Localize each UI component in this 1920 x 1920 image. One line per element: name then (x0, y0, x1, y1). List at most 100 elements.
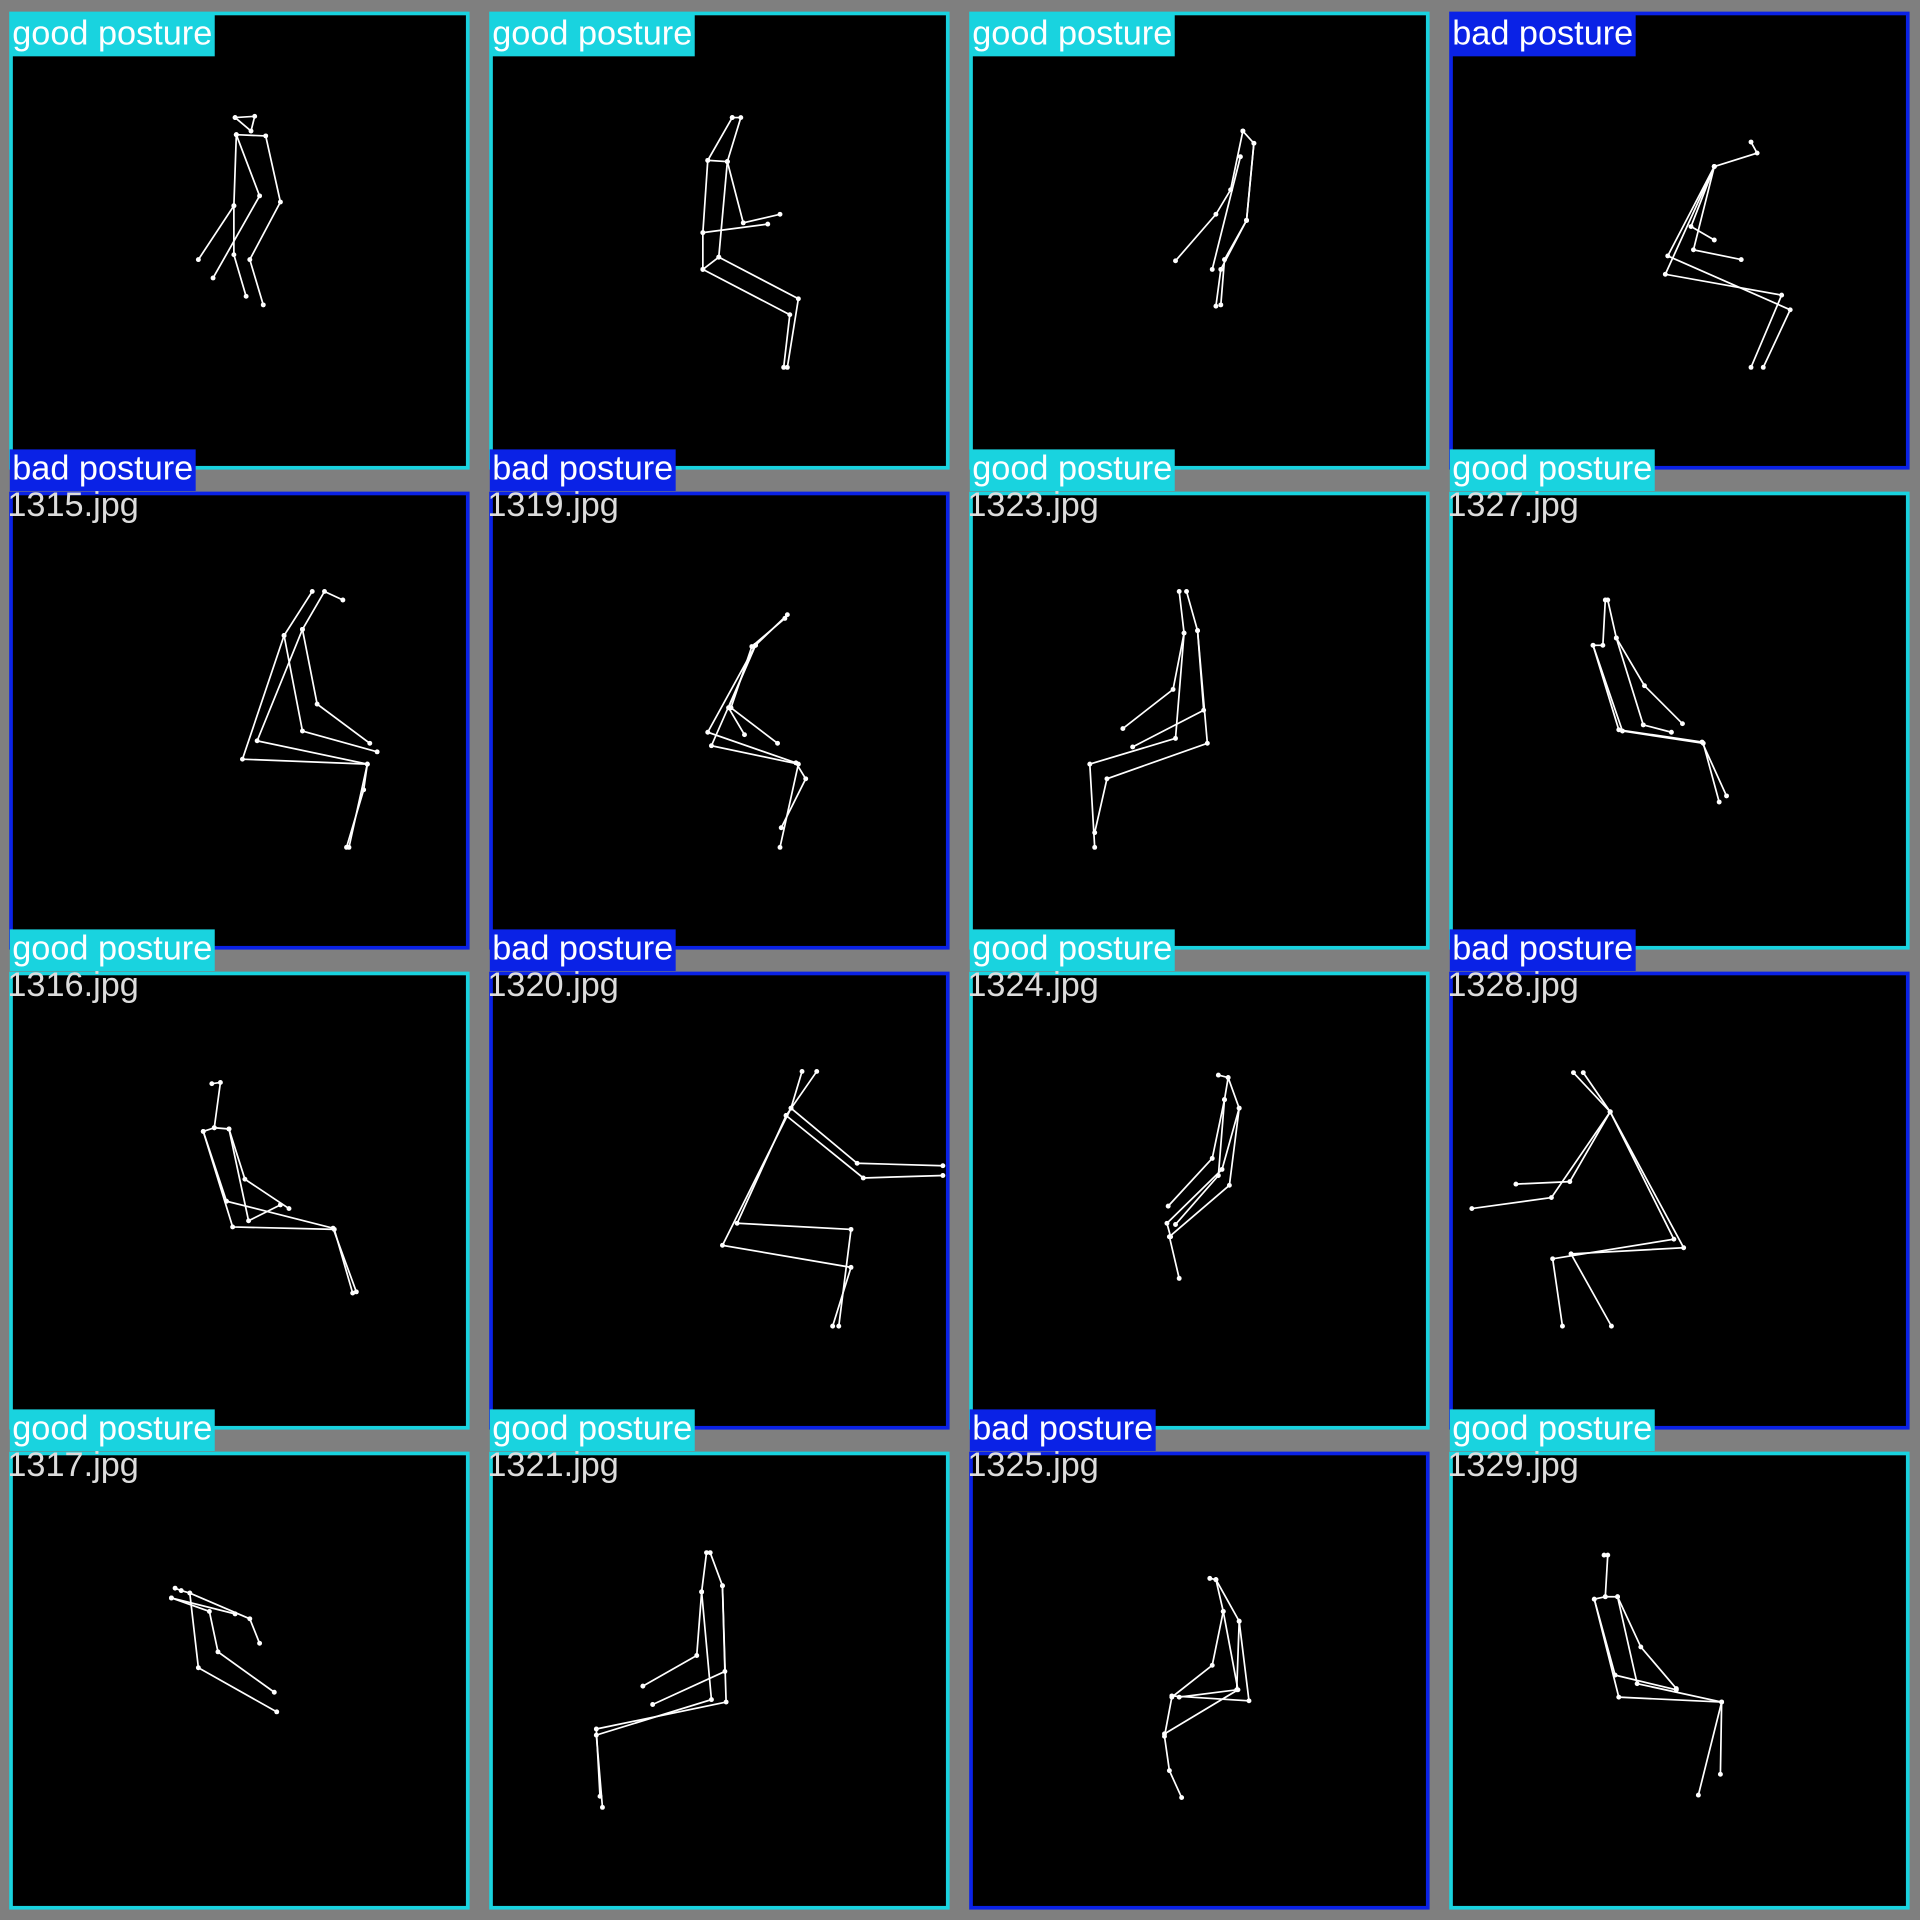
keypoint (1104, 776, 1110, 782)
keypoint (1716, 799, 1722, 805)
keypoint (211, 1125, 217, 1131)
label-box (1449, 929, 1636, 972)
keypoint (1213, 303, 1219, 309)
file-name: 1317.jpg (7, 1446, 138, 1484)
keypoint (277, 199, 283, 205)
label-box (9, 449, 196, 492)
keypoint (1469, 1206, 1475, 1212)
keypoint (1246, 1698, 1252, 1704)
image-frame (1449, 11, 1910, 470)
keypoint (1607, 1109, 1613, 1115)
file-name: 1327.jpg (1447, 486, 1578, 524)
keypoint (248, 128, 254, 134)
keypoint (1164, 1220, 1170, 1226)
keypoint (699, 1589, 705, 1595)
keypoint (600, 1804, 605, 1810)
label-text: good posture (972, 449, 1172, 487)
keypoint (803, 776, 809, 782)
keypoint (1168, 1234, 1174, 1240)
label-text: bad posture (492, 449, 673, 487)
keypoint (1184, 588, 1189, 594)
file-name: 1329.jpg (1447, 1446, 1578, 1484)
keypoint (1590, 642, 1596, 648)
label-box (489, 14, 695, 57)
skeleton-limb (1551, 1111, 1676, 1327)
label-text: good posture (1452, 1409, 1652, 1447)
keypoint (340, 597, 346, 603)
keypoint (1568, 1251, 1574, 1257)
keypoint (860, 1175, 866, 1181)
skeleton-limb (1616, 1596, 1723, 1775)
keypoint (1550, 1256, 1556, 1262)
image-frame (489, 11, 950, 470)
label-box (1449, 449, 1655, 492)
keypoint (830, 1323, 836, 1329)
keypoint (322, 588, 327, 594)
skeleton-limb (1167, 1077, 1230, 1207)
label-box (489, 449, 676, 492)
skeleton-limb (595, 1591, 713, 1808)
keypoint (274, 1709, 280, 1715)
image-frame (1449, 971, 1910, 1430)
label-box (489, 1409, 695, 1452)
keypoint (1681, 1245, 1687, 1251)
keypoint (1181, 630, 1187, 636)
keypoint (1591, 1596, 1597, 1602)
keypoint (1176, 1694, 1182, 1700)
image-frame (969, 491, 1430, 950)
keypoint (1226, 1182, 1232, 1188)
skeleton-limb (702, 223, 768, 234)
keypoint (195, 257, 201, 263)
keypoint (836, 1323, 842, 1329)
label-text: good posture (972, 929, 1172, 967)
keypoint (1173, 735, 1178, 741)
keypoint (1165, 1203, 1171, 1209)
keypoint (765, 221, 771, 227)
keypoint (1251, 140, 1257, 146)
keypoint (783, 1113, 789, 1118)
keypoint (1691, 247, 1696, 253)
keypoint (281, 633, 287, 638)
keypoint (230, 1224, 236, 1230)
keypoint (361, 787, 367, 793)
keypoint (1560, 1323, 1565, 1329)
label-text: good posture (12, 1409, 212, 1447)
label-text: good posture (972, 15, 1172, 53)
keypoint (374, 749, 380, 755)
keypoint (1222, 1097, 1227, 1103)
keypoint (1215, 1173, 1221, 1178)
keypoint (854, 1160, 860, 1166)
keypoint (1213, 211, 1219, 217)
skeletons (168, 113, 1793, 1810)
keypoint (742, 732, 747, 738)
skeleton-limb (1592, 645, 1721, 803)
keypoint (724, 159, 730, 165)
keypoint (1213, 1577, 1219, 1583)
keypoint (848, 1264, 854, 1270)
keypoint (814, 1068, 820, 1074)
keypoint (1671, 1236, 1677, 1242)
skeleton-limb (1211, 156, 1242, 270)
keypoint (1665, 253, 1671, 259)
keypoint (640, 1683, 646, 1689)
image-frame (9, 491, 470, 950)
keypoint (1225, 1075, 1231, 1080)
tiles (9, 11, 1910, 1910)
label-text: good posture (492, 15, 692, 53)
keypoint (257, 1640, 263, 1646)
keypoint (593, 1732, 599, 1738)
keypoint (1201, 707, 1207, 713)
keypoint (231, 203, 237, 209)
keypoint (367, 740, 373, 746)
keypoint (260, 302, 266, 308)
keypoint (1613, 635, 1619, 641)
keypoint (240, 756, 245, 762)
keypoint (1513, 1181, 1519, 1187)
file-name: 1320.jpg (487, 966, 618, 1004)
keypoint (1640, 722, 1646, 728)
keypoint (1673, 1687, 1679, 1693)
image-frame (489, 1451, 950, 1910)
keypoint (232, 1611, 238, 1617)
keypoint (720, 1583, 725, 1589)
keypoint (1215, 1072, 1221, 1078)
